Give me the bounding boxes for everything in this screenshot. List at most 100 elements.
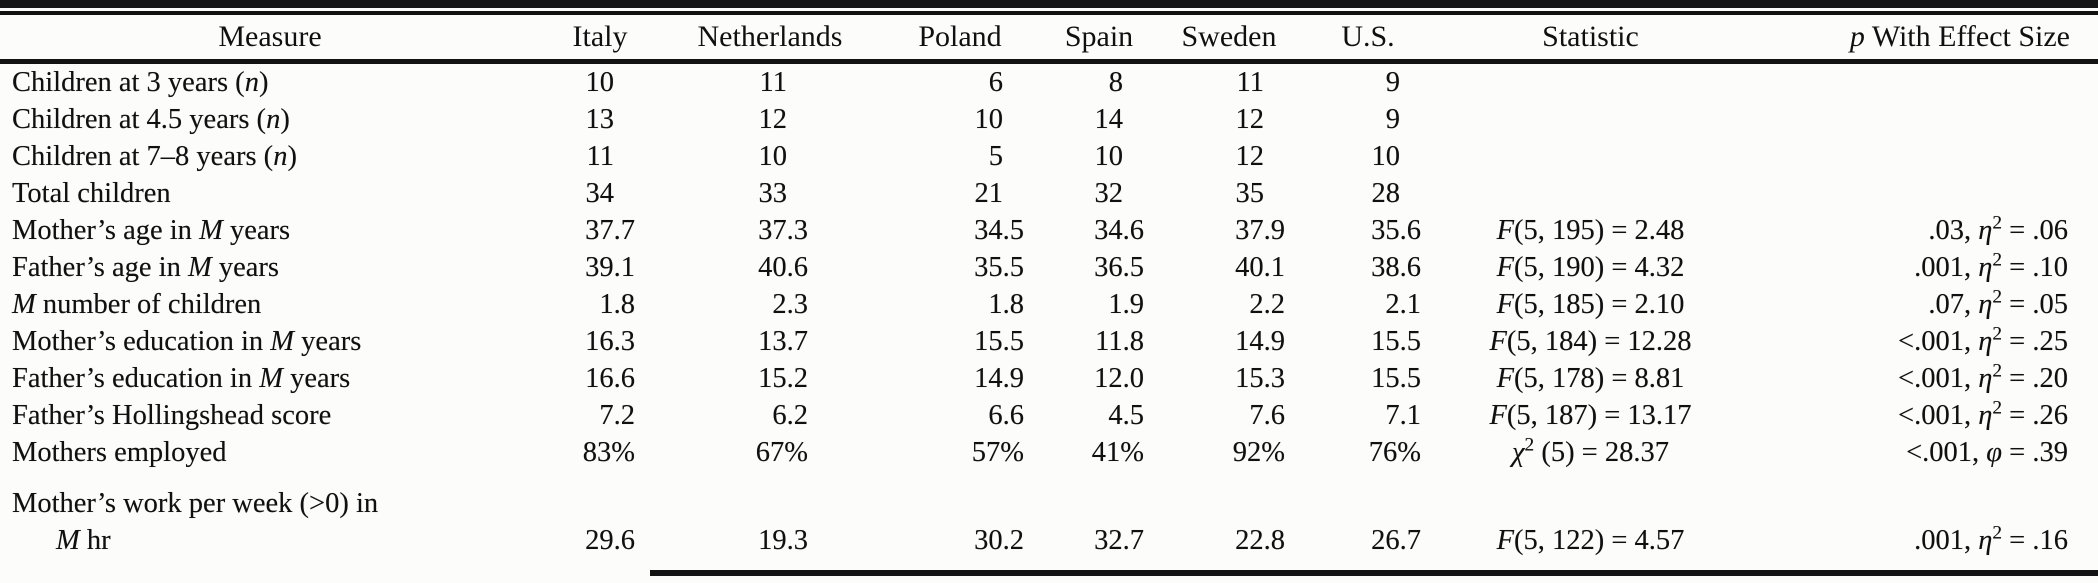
- measure-label: Mothers employed: [12, 437, 227, 468]
- value-cell-spain: 14: [1094, 104, 1124, 135]
- statistic-cell: F(5, 190) = 4.32: [1496, 252, 1685, 283]
- value-cell-sweden: 37.9: [1235, 215, 1285, 246]
- value-cell-poland: 34.5: [974, 215, 1024, 246]
- value-cell-sweden: 22.8: [1235, 525, 1285, 556]
- table-row: Total children 34 33 21 32 35 28: [0, 175, 2098, 212]
- p-effect-size-cell: .001, η2 = .10: [1914, 249, 2068, 283]
- measure-label: M number of children: [12, 289, 262, 320]
- measure-label: Father’s age in M years: [12, 252, 279, 283]
- value-cell-us: 9: [1385, 67, 1400, 98]
- p-effect-size-cell: <.001, φ = .39: [1906, 437, 2068, 468]
- column-header-measure: Measure: [0, 15, 540, 64]
- table-row: Mother’s work per week (>0) in M hr 29.6 19…: [0, 471, 2098, 559]
- value-cell-netherlands: 33: [758, 178, 788, 209]
- value-cell-poland: 6.6: [988, 400, 1024, 431]
- value-cell-spain: 11.8: [1095, 326, 1144, 357]
- value-cell-spain: 4.5: [1108, 400, 1144, 431]
- p-effect-size-cell: [1745, 62, 2098, 102]
- value-cell-netherlands: 19.3: [758, 525, 808, 556]
- value-cell-us: 7.1: [1385, 400, 1421, 431]
- value-cell-italy: 83%: [582, 437, 635, 468]
- column-header-p: p With Effect Size: [1745, 15, 2098, 64]
- value-cell-us: 9: [1385, 104, 1400, 135]
- value-cell-poland: 6: [988, 67, 1003, 98]
- value-cell-poland: 10: [974, 104, 1004, 135]
- value-cell-sweden: 11: [1236, 67, 1264, 98]
- table-body: Children at 3 years (n) 10 11 6 8 11 9 Children…: [0, 62, 2098, 560]
- value-cell-italy: 34: [585, 178, 615, 209]
- value-cell-italy: 16.3: [585, 326, 635, 357]
- p-effect-size-cell: [1745, 175, 2098, 212]
- value-cell-poland: 30.2: [974, 525, 1024, 556]
- value-cell-poland: 15.5: [974, 326, 1024, 357]
- value-cell-sweden: 35: [1235, 178, 1265, 209]
- value-cell-netherlands: 37.3: [758, 215, 808, 246]
- value-cell-netherlands: 6.2: [772, 400, 808, 431]
- value-cell-italy: 1.8: [599, 289, 635, 320]
- value-cell-italy: 29.6: [585, 525, 635, 556]
- value-cell-italy: 39.1: [585, 252, 635, 283]
- value-cell-spain: 1.9: [1108, 289, 1144, 320]
- value-cell-us: 26.7: [1371, 525, 1421, 556]
- table-bottom-rule: [650, 570, 2098, 576]
- p-effect-size-cell: .001, η2 = .16: [1914, 522, 2068, 556]
- table-top-rule-thin: [0, 11, 2098, 15]
- table-row: Mother’s age in M years 37.7 37.3 34.5 34.6 3…: [0, 212, 2098, 249]
- statistic-cell: [1436, 101, 1745, 138]
- statistic-cell: F(5, 178) = 8.81: [1496, 363, 1685, 394]
- value-cell-italy: 16.6: [585, 363, 635, 394]
- p-effect-size-cell: <.001, η2 = .26: [1898, 397, 2068, 431]
- value-cell-us: 15.5: [1371, 363, 1421, 394]
- value-cell-us: 38.6: [1371, 252, 1421, 283]
- value-cell-spain: 10: [1094, 141, 1124, 172]
- value-cell-poland: 21: [974, 178, 1004, 209]
- value-cell-sweden: 12: [1235, 141, 1265, 172]
- measure-label: Father’s Hollingshead score: [12, 400, 332, 431]
- value-cell-spain: 8: [1108, 67, 1123, 98]
- measure-label: Father’s education in M years: [12, 363, 351, 394]
- statistic-cell: [1436, 62, 1745, 102]
- p-effect-size-cell: [1745, 101, 2098, 138]
- table-row: Father’s education in M years 16.6 15.2 14.…: [0, 360, 2098, 397]
- table-header-row: Measure Italy Netherlands Poland Spain Sweden…: [0, 15, 2098, 64]
- value-cell-netherlands: 15.2: [758, 363, 808, 394]
- measure-label: Mother’s age in M years: [12, 215, 291, 246]
- p-effect-size-cell: <.001, η2 = .25: [1898, 323, 2068, 357]
- value-cell-sweden: 14.9: [1235, 326, 1285, 357]
- value-cell-sweden: 7.6: [1249, 400, 1285, 431]
- table-header: Measure Italy Netherlands Poland Spain Sweden…: [0, 15, 2098, 64]
- statistic-cell: F(5, 185) = 2.10: [1496, 289, 1685, 320]
- value-cell-netherlands: 11: [759, 67, 787, 98]
- value-cell-poland: 57%: [971, 437, 1024, 468]
- value-cell-italy: 11: [586, 141, 614, 172]
- value-cell-spain: 32: [1094, 178, 1124, 209]
- value-cell-italy: 37.7: [585, 215, 635, 246]
- statistic-cell: F(5, 195) = 2.48: [1496, 215, 1685, 246]
- statistic-cell: F(5, 184) = 12.28: [1489, 326, 1692, 357]
- value-cell-us: 10: [1371, 141, 1401, 172]
- value-cell-poland: 14.9: [974, 363, 1024, 394]
- value-cell-netherlands: 10: [758, 141, 788, 172]
- statistic-cell: F(5, 122) = 4.57: [1496, 525, 1685, 556]
- value-cell-netherlands: 67%: [755, 437, 808, 468]
- value-cell-spain: 34.6: [1094, 215, 1144, 246]
- value-cell-italy: 13: [585, 104, 615, 135]
- value-cell-sweden: 12: [1235, 104, 1265, 135]
- p-effect-size-cell: [1745, 138, 2098, 175]
- value-cell-us: 2.1: [1385, 289, 1421, 320]
- value-cell-netherlands: 40.6: [758, 252, 808, 283]
- statistic-cell: [1436, 175, 1745, 212]
- value-cell-us: 35.6: [1371, 215, 1421, 246]
- value-cell-us: 28: [1371, 178, 1401, 209]
- value-cell-netherlands: 12: [758, 104, 788, 135]
- value-cell-poland: 1.8: [988, 289, 1024, 320]
- table-row: Children at 4.5 years (n) 13 12 10 14 12 9: [0, 101, 2098, 138]
- table-row: Mother’s education in M years 16.3 13.7 15.…: [0, 323, 2098, 360]
- value-cell-italy: 7.2: [599, 400, 635, 431]
- column-header-netherlands: Netherlands: [660, 15, 880, 64]
- table-row: Father’s age in M years 39.1 40.6 35.5 36.5 4…: [0, 249, 2098, 286]
- column-header-spain: Spain: [1040, 15, 1158, 64]
- value-cell-italy: 10: [585, 67, 615, 98]
- table-row: M number of children 1.8 2.3 1.8 1.9 2.2 2.1 F(…: [0, 286, 2098, 323]
